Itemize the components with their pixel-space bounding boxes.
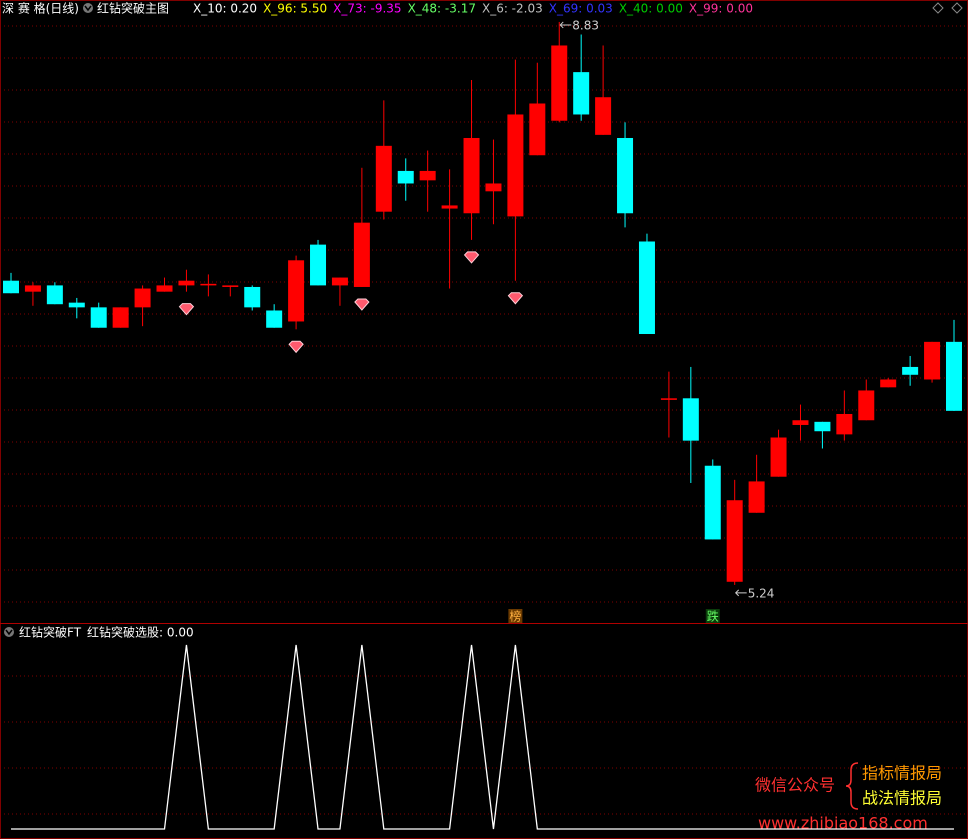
candle-body <box>902 366 919 375</box>
candle-body <box>46 285 63 305</box>
candle-body <box>507 114 524 217</box>
candle-body <box>836 413 853 435</box>
candle-body <box>748 481 765 513</box>
candle-body <box>858 390 875 421</box>
flag-box <box>508 609 523 623</box>
candle-body <box>266 310 283 328</box>
sub-readout: 红钻突破选股: 0.00 <box>87 625 194 640</box>
watermark-brace <box>845 762 859 810</box>
candle-body <box>945 341 962 411</box>
candle-body <box>397 170 414 184</box>
candle-body <box>924 341 941 380</box>
menu-icon-arrow <box>5 629 13 636</box>
menu-icon-arrow <box>84 5 92 12</box>
candle-body <box>222 285 239 287</box>
candle-body <box>90 307 107 328</box>
candle-body <box>485 183 502 192</box>
candle-body <box>3 280 19 294</box>
candle-body <box>331 277 348 286</box>
window-icons[interactable] <box>932 2 963 14</box>
watermark-name: 指标情报局 <box>862 764 942 783</box>
max-label: 8.83 <box>572 18 599 32</box>
flag: 跌 <box>707 609 719 624</box>
readout: X_73: -9.35 <box>333 2 401 16</box>
candle-body <box>551 45 568 121</box>
indicator-name: 红钻突破主图 <box>97 1 169 16</box>
watermark-url: www.zhibiao168.com <box>758 814 928 833</box>
candle-body <box>880 379 897 388</box>
candle-body <box>441 205 458 209</box>
readout: X_99: 0.00 <box>689 2 753 16</box>
candle-body <box>244 286 261 308</box>
candle-body <box>375 145 392 212</box>
candle-body <box>68 302 85 308</box>
candle-body <box>529 103 546 156</box>
candle-body <box>463 137 480 214</box>
signal-diamond <box>288 340 304 354</box>
candle-body <box>704 465 721 540</box>
menu-icon[interactable] <box>83 3 93 13</box>
readout: X_96: 5.50 <box>263 2 327 16</box>
candle-body <box>573 72 590 115</box>
candle-body <box>660 398 677 400</box>
candle-body <box>200 283 217 286</box>
readout: X_10: 0.20 <box>193 2 257 16</box>
readout: X_69: 0.03 <box>549 2 613 16</box>
signal-diamond <box>507 292 524 305</box>
signal-line <box>11 644 954 830</box>
signal-diamond <box>354 298 370 311</box>
watermark-name: 战法情报局 <box>862 789 942 808</box>
candle-body <box>353 222 370 287</box>
flag-box <box>705 609 720 623</box>
candle-body <box>638 241 655 335</box>
max-arrow <box>559 21 572 29</box>
candle-body <box>770 437 787 477</box>
candle-body <box>814 421 831 432</box>
flag: 榜 <box>509 609 521 624</box>
signal-diamond <box>178 303 195 316</box>
candle-body <box>156 285 173 292</box>
symbol: 深 赛 格(日线) <box>2 1 79 16</box>
candle-body <box>134 288 151 308</box>
candle-body <box>595 97 612 135</box>
candle-body <box>682 398 699 441</box>
min-arrow <box>734 589 747 597</box>
readout: X_48: -3.17 <box>408 2 476 16</box>
sub-title: 红钻突破FT <box>19 625 82 640</box>
signal-diamond <box>463 251 480 264</box>
candle-body <box>419 170 436 181</box>
candle-body <box>178 280 195 286</box>
readout: X_40: 0.00 <box>619 2 683 16</box>
candle-body <box>112 307 129 328</box>
candle-body <box>24 285 41 292</box>
candle-body <box>726 500 743 582</box>
menu-icon[interactable] <box>4 627 14 637</box>
candle-body <box>617 137 634 214</box>
candle-body <box>792 420 809 425</box>
candle-body <box>310 244 327 286</box>
candle-body <box>288 260 305 322</box>
min-label: 5.24 <box>748 586 775 600</box>
watermark-label: 微信公众号 <box>755 776 835 795</box>
readout: X_6: -2.03 <box>482 2 543 16</box>
